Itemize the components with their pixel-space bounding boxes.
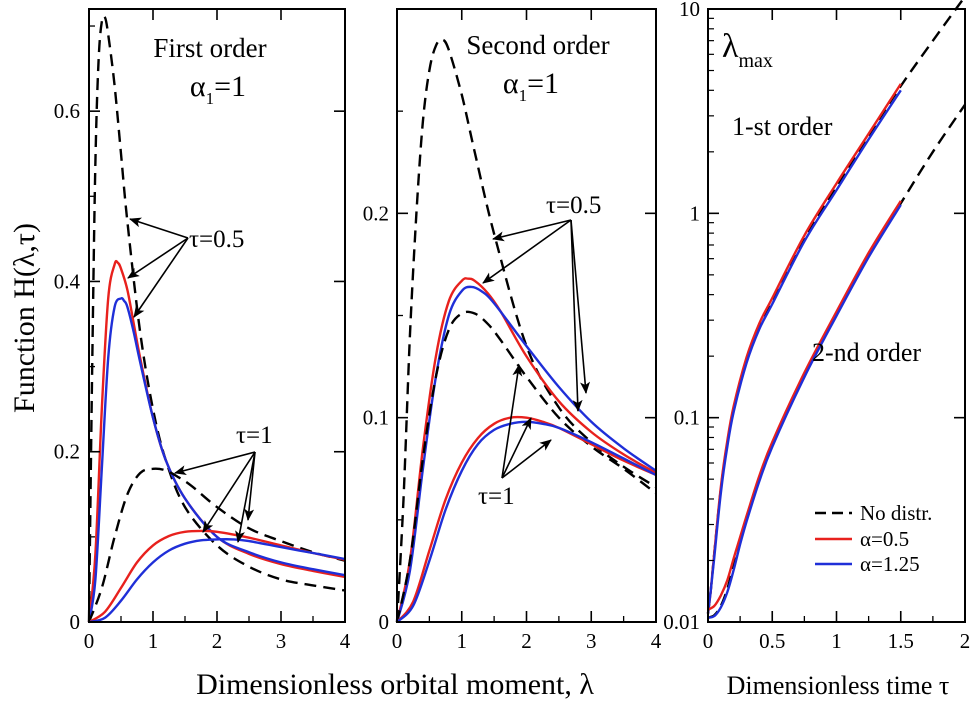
arrow-second-tau05-blue <box>570 219 591 394</box>
panel-lambda-max: 0 0.5 1 1.5 2 0.01 0.1 1 10 λmax 1-st order 2-nd… <box>663 0 970 653</box>
series-line-first-0 <box>87 14 346 623</box>
annotation-second-order: 2-nd order <box>812 338 921 367</box>
arrow-second-tau05-dashed <box>492 219 572 242</box>
annotation-first-order: 1-st order <box>732 112 833 141</box>
panel-second-order: 0 1 2 3 4 0 0.1 0.2 Second order α1=1 τ=0.5 τ=1 <box>363 8 662 653</box>
panel-second-order-title: Second order <box>466 30 609 60</box>
arrow-second-tau1-dashed <box>501 364 523 479</box>
y-axis-label: Function H(λ,τ) <box>8 223 41 413</box>
x-tick-label-lambda-3: 1.5 <box>888 629 914 653</box>
panel-first-order-title: First order <box>153 33 266 63</box>
y-tick-label-lambda-1: 0.1 <box>674 406 700 430</box>
legend-label-alpha-0.5: α=0.5 <box>860 527 909 551</box>
series-line-second-1 <box>395 277 657 623</box>
y-tick-label-first-3: 0.6 <box>54 99 80 123</box>
legend: No distr. α=0.5 α=1.25 <box>815 501 932 576</box>
panel-first-order-frame <box>88 8 346 623</box>
panel-second-order-curves <box>395 38 657 623</box>
x-tick-label-first-3: 3 <box>276 629 287 653</box>
series-line-first-2 <box>87 297 346 623</box>
arrow-second-tau1-red <box>501 417 532 479</box>
y-tick-label-second-0: 0 <box>379 610 390 634</box>
panel-second-order-ticks: 0 1 2 3 4 0 0.1 0.2 <box>363 9 662 653</box>
arrow-first-tau1-mid <box>244 451 256 521</box>
x-tick-label-second-4: 4 <box>651 629 662 653</box>
series-line-first-4 <box>88 529 346 624</box>
annotation-first-tau-0.5: τ=0.5 <box>189 226 244 253</box>
y-tick-label-lambda-3: 10 <box>679 0 700 21</box>
annotation-second-tau-1: τ=1 <box>478 483 515 510</box>
annotation-first-tau-1: τ=1 <box>236 422 273 449</box>
series-line-second-0 <box>395 38 657 623</box>
panel-first-order-curves <box>87 14 346 624</box>
panel-second-order-frame <box>396 8 657 623</box>
series-line-second-4 <box>396 415 657 623</box>
x-tick-label-lambda-4: 2 <box>960 629 971 653</box>
panel-first-order: 0 1 2 3 4 0 0.2 0.4 0.6 First order α1=1 τ=0.5 τ… <box>54 8 351 653</box>
x-tick-label-first-2: 2 <box>212 629 223 653</box>
y-tick-label-first-1: 0.2 <box>54 440 80 464</box>
y-tick-label-second-1: 0.1 <box>363 406 389 430</box>
x-tick-label-lambda-1: 0.5 <box>759 629 785 653</box>
arrow-second-tau05-dash2 <box>570 219 583 412</box>
x-tick-label-second-3: 3 <box>586 629 597 653</box>
series-line-lambda-4 <box>707 200 902 611</box>
panel-lambda-max-frame <box>707 8 966 623</box>
x-axis-label-left: Dimensionless orbital moment, λ <box>196 668 594 701</box>
y-tick-label-first-2: 0.4 <box>54 269 81 293</box>
arrow-first-tau1-dashed <box>174 451 256 476</box>
y-tick-label-lambda-0: 0.01 <box>663 610 700 634</box>
series-line-lambda-2 <box>706 89 902 614</box>
panel-lambda-max-curves <box>706 0 966 619</box>
arrow-first-tau05-dashed <box>129 217 189 239</box>
arrow-first-tau1-blue <box>235 451 256 543</box>
panel-first-order-subtitle: α1=1 <box>190 70 246 108</box>
x-tick-label-second-2: 2 <box>521 629 532 653</box>
legend-label-no-distr: No distr. <box>860 501 932 525</box>
panel-lambda-max-title: λmax <box>722 28 773 72</box>
legend-label-alpha-1.25: α=1.25 <box>860 552 920 576</box>
y-tick-label-lambda-2: 1 <box>690 201 701 225</box>
x-tick-label-second-0: 0 <box>392 629 403 653</box>
panel-first-order-ticks: 0 1 2 3 4 0 0.2 0.4 0.6 <box>54 9 351 653</box>
x-axis-label-right: Dimensionless time τ <box>727 671 950 700</box>
x-tick-label-second-1: 1 <box>457 629 468 653</box>
panel-second-order-subtitle: α1=1 <box>503 67 559 105</box>
x-tick-label-first-0: 0 <box>84 629 95 653</box>
arrow-first-tau1-red <box>202 451 256 533</box>
series-line-second-5 <box>396 420 657 623</box>
x-tick-label-lambda-0: 0 <box>703 629 714 653</box>
series-line-first-3 <box>87 467 346 623</box>
series-line-first-5 <box>88 538 346 624</box>
arrow-first-tau05-red <box>127 237 189 279</box>
x-tick-label-lambda-2: 1 <box>831 629 842 653</box>
y-tick-label-first-0: 0 <box>70 610 81 634</box>
arrow-second-tau05-red <box>482 219 572 284</box>
x-tick-label-first-4: 4 <box>340 629 351 653</box>
annotation-second-tau-0.5: τ=0.5 <box>546 192 601 219</box>
arrow-second-tau1-blue <box>501 439 552 479</box>
series-line-first-1 <box>87 259 346 623</box>
series-line-second-2 <box>395 285 657 623</box>
series-line-lambda-5 <box>707 204 902 619</box>
x-tick-label-first-1: 1 <box>148 629 159 653</box>
panel-lambda-max-ticks: 0 0.5 1 1.5 2 0.01 0.1 1 10 <box>663 0 970 653</box>
arrow-first-tau05-blue <box>133 237 189 318</box>
y-tick-label-second-2: 0.2 <box>363 201 389 225</box>
